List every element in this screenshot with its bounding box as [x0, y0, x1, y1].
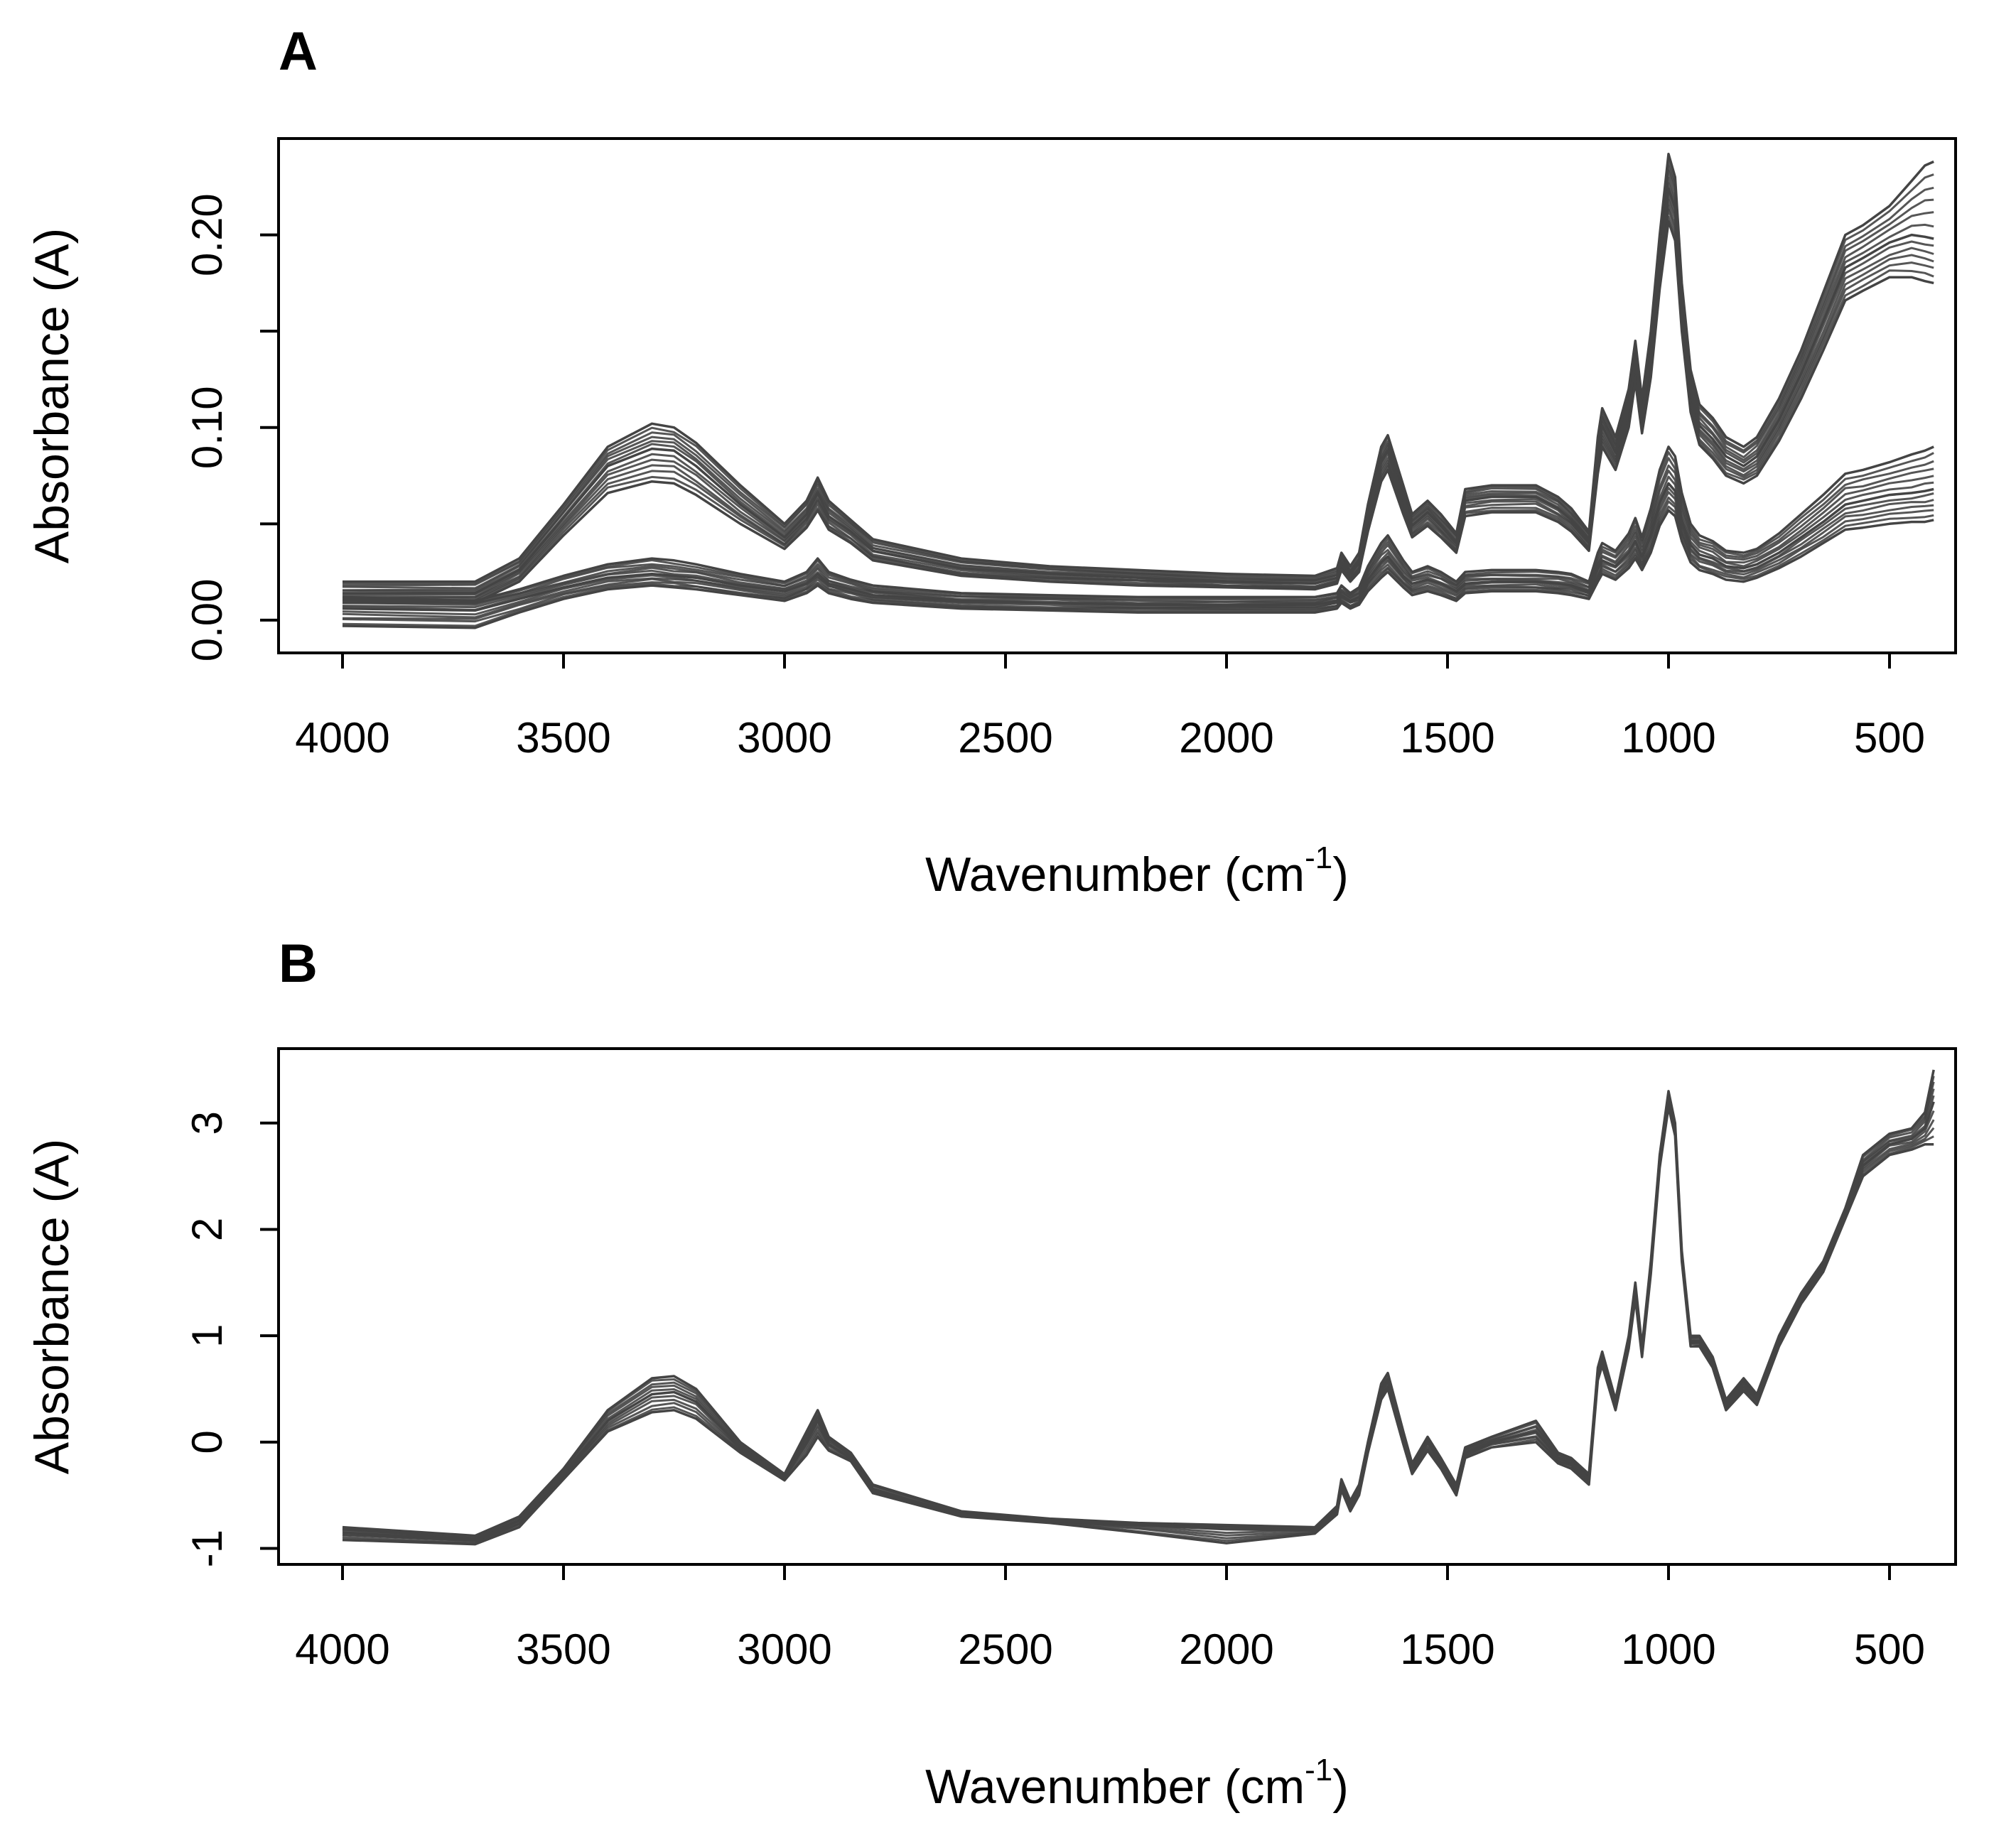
y-axis-title-a: Absorbance (A) [25, 228, 79, 563]
series-group-a [342, 152, 1934, 629]
series-line-a-group-2-mid [342, 482, 1934, 612]
x-tick-label-b-500: 500 [1854, 1625, 1925, 1673]
y-tick-label-b-3: 2 [183, 1218, 231, 1241]
x-tick-label-a-4000: 4000 [295, 714, 389, 762]
x-tick-label-a-2500: 2500 [958, 714, 1052, 762]
y-tick-label-b-1: 0 [183, 1430, 231, 1454]
panel-label-a: A [279, 21, 318, 82]
x-tick-label-a-1500: 1500 [1400, 714, 1494, 762]
x-tick-label-b-1500: 1500 [1400, 1625, 1494, 1673]
y-axis-b: -1 0 1 2 3 [183, 1111, 279, 1567]
x-axis-title-sup-b: -1 [1305, 1753, 1332, 1787]
series-line-a-group-2-max [342, 445, 1934, 602]
y-tick-label-b-4: 3 [183, 1111, 231, 1135]
series-trace-a-3-3 [342, 464, 1934, 606]
x-tick-label-b-1000: 1000 [1621, 1625, 1715, 1673]
y-tick-label-a-0: 0.00 [183, 579, 231, 662]
series-trace-a-4-2 [342, 491, 1934, 619]
x-tick-label-b-4000: 4000 [295, 1625, 389, 1673]
plot-frame-a [277, 137, 1957, 654]
x-tick-label-a-2000: 2000 [1179, 714, 1273, 762]
x-axis-title-main-b: Wavenumber (cm [925, 1760, 1305, 1814]
x-axis-a: 4000 3500 3000 2500 2000 1500 1000 500 [295, 653, 1925, 762]
x-axis-title-close-a: ) [1332, 848, 1349, 902]
series-line-a-group-1-max [343, 152, 1934, 583]
panel-a: A 4000 3500 3000 2500 2000 1500 1000 500 0.000.… [25, 21, 1957, 902]
series-line-a-group-2-min [342, 509, 1934, 629]
x-axis-title-close-b: ) [1332, 1760, 1349, 1814]
x-tick-label-b-3000: 3000 [737, 1625, 831, 1673]
x-axis-title-b: Wavenumber (cm-1) [925, 1753, 1349, 1814]
y-tick-label-a-2: 0.10 [183, 386, 231, 469]
x-tick-label-b-2000: 2000 [1179, 1625, 1273, 1673]
series-line-a-group-1-min [343, 220, 1934, 605]
plot-frame-b [277, 1047, 1957, 1566]
x-tick-label-a-3000: 3000 [737, 714, 831, 762]
x-axis-title-sup-a: -1 [1305, 840, 1332, 875]
x-axis-b: 4000 3500 3000 2500 2000 1500 1000 500 [295, 1564, 1925, 1673]
series-group-b [342, 1069, 1935, 1546]
x-axis-title-main-a: Wavenumber (cm [925, 848, 1305, 902]
panel-label-b: B [279, 934, 318, 994]
x-axis-title-a: Wavenumber (cm-1) [925, 840, 1349, 902]
panel-b: B 4000 3500 3000 2500 2000 1500 1000 500 -1 0 1 2 3… [25, 934, 1957, 1814]
x-tick-label-a-500: 500 [1854, 714, 1925, 762]
y-axis-a: 0.00 0.10 0.20 [183, 193, 279, 661]
x-tick-label-a-1000: 1000 [1621, 714, 1715, 762]
y-tick-label-b-0: -1 [183, 1530, 231, 1567]
x-tick-label-a-3500: 3500 [516, 714, 610, 762]
x-tick-label-b-2500: 2500 [958, 1625, 1052, 1673]
x-tick-label-b-3500: 3500 [516, 1625, 610, 1673]
y-axis-title-b: Absorbance (A) [25, 1139, 79, 1474]
series-line-a-group-1-mid [343, 187, 1934, 595]
series-trace-a-4-3 [342, 496, 1934, 620]
series-line-b-lower [342, 1105, 1934, 1546]
y-tick-label-b-2: 1 [183, 1324, 231, 1347]
y-tick-label-a-4: 0.20 [183, 193, 231, 276]
series-line-b-middle [342, 1095, 1935, 1542]
